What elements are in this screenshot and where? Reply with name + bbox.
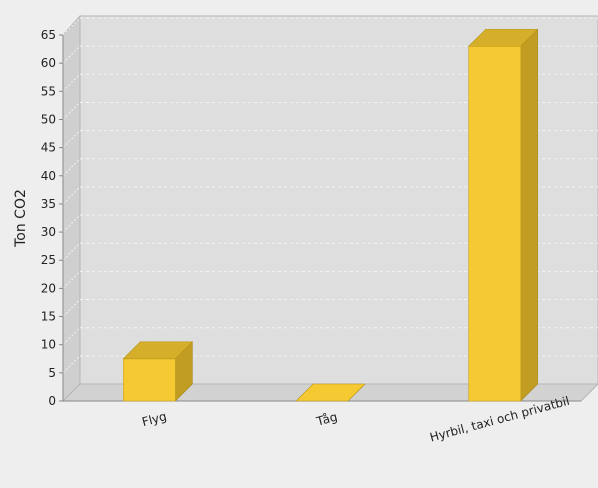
gridline-side — [62, 214, 81, 233]
y-tick-label: 5 — [48, 366, 56, 380]
gridline-side — [62, 158, 81, 177]
gridline-side — [62, 45, 81, 64]
y-tick-label: 45 — [41, 141, 56, 155]
y-tick-label: 35 — [41, 197, 56, 211]
bar-top — [295, 383, 366, 402]
gridline-side — [62, 130, 81, 148]
y-tick-label: 65 — [41, 28, 56, 42]
y-tick-label: 15 — [41, 310, 56, 324]
y-tick-label: 30 — [41, 225, 56, 239]
y-tick-label: 60 — [41, 56, 56, 70]
plot-side-wall — [62, 14, 81, 403]
y-tick-label: 20 — [41, 281, 56, 295]
y-tick-label: 50 — [41, 112, 56, 126]
gridline-side — [62, 17, 81, 36]
bar-side — [520, 28, 538, 402]
bars — [122, 28, 539, 402]
gridline-side — [62, 355, 81, 374]
bar — [295, 383, 366, 402]
x-category-label: Flyg — [140, 409, 168, 429]
bar-front — [123, 358, 176, 402]
gridline-side — [62, 186, 81, 205]
gridline-side — [62, 102, 81, 120]
bar — [122, 341, 194, 402]
y-tick-label: 10 — [41, 338, 56, 352]
y-tick-label: 0 — [48, 394, 56, 408]
y-axis-title: Ton CO2 — [13, 189, 29, 248]
bar-top — [467, 28, 539, 47]
gridline-side — [62, 73, 81, 92]
gridlines — [62, 17, 598, 374]
y-tick-label: 55 — [41, 84, 56, 98]
y-tick-labels: 0 5 10 15 20 25 30 35 40 45 50 55 60 65 — [41, 28, 63, 408]
gridline-side — [62, 271, 81, 289]
x-category-label: Tåg — [314, 410, 339, 429]
bar — [467, 28, 539, 402]
bar-front — [468, 45, 521, 402]
gridline-side — [62, 242, 81, 261]
y-tick-label: 25 — [41, 253, 56, 267]
gridline-side — [62, 299, 81, 317]
y-tick-label: 40 — [41, 169, 56, 183]
bar-top — [122, 341, 194, 360]
gridline-side — [62, 327, 81, 346]
